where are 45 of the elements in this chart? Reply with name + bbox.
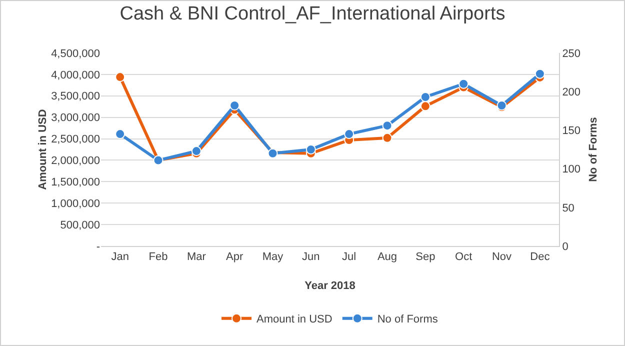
y2-tick-label: 150 <box>562 125 581 138</box>
y-axis-title: Amount in USD <box>37 109 50 190</box>
y-tick-label: 1,000,000 <box>51 198 100 210</box>
y-tick-label: 3,500,000 <box>51 90 100 103</box>
y-tick-label: 2,000,000 <box>51 155 100 168</box>
x-tick-label: Oct <box>455 251 472 264</box>
point <box>115 129 126 140</box>
y2-tick-label: 200 <box>562 86 581 98</box>
y2-tick-label: 0 <box>562 240 568 253</box>
point <box>382 120 392 131</box>
y2-tick-label: 250 <box>562 48 581 60</box>
legend-label: No of Forms <box>377 314 438 326</box>
point <box>420 92 430 102</box>
y2-tick-label: 100 <box>562 164 581 176</box>
x-tick-label: Mar <box>186 251 206 264</box>
point <box>344 129 354 140</box>
y-tick-label: - <box>96 240 100 253</box>
x-tick-label: Jan <box>111 251 129 264</box>
point <box>420 101 430 112</box>
y-tick-label: 2,500,000 <box>51 134 100 146</box>
y-tick-label: 4,000,000 <box>51 69 100 82</box>
point <box>458 78 469 89</box>
x-axis-title: Year 2018 <box>304 280 356 292</box>
x-tick-label: May <box>262 251 284 264</box>
point <box>115 72 126 82</box>
y-tick-label: 500,000 <box>60 219 100 232</box>
x-tick-label: Dec <box>530 251 550 264</box>
point <box>382 132 392 143</box>
chart-title: Cash & BNI Control_AF_International Airports <box>120 3 506 24</box>
x-tick-label: Sep <box>416 251 436 264</box>
y-tick-label: 3,000,000 <box>51 112 100 124</box>
y-tick-label: 4,500,000 <box>51 48 100 60</box>
x-tick-label: Nov <box>492 251 512 264</box>
point <box>230 100 240 110</box>
y2-tick-label: 50 <box>562 202 574 214</box>
point <box>306 144 316 154</box>
x-tick-label: Jul <box>342 251 356 264</box>
x-tick-label: Apr <box>226 251 244 264</box>
y-tick-label: 1,500,000 <box>51 176 100 189</box>
x-tick-label: Feb <box>148 251 168 264</box>
x-tick-label: Aug <box>377 251 398 264</box>
legend-label: Amount in USD <box>256 314 332 326</box>
point <box>534 68 545 79</box>
x-tick-label: Jun <box>302 251 320 264</box>
y2-axis-title: No of Forms <box>588 117 600 182</box>
